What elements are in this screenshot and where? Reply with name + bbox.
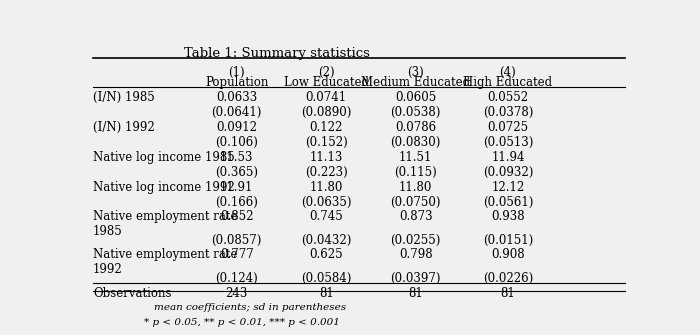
Text: (0.0432): (0.0432) xyxy=(301,234,351,247)
Text: 0.0741: 0.0741 xyxy=(306,91,346,104)
Text: (0.0255): (0.0255) xyxy=(391,234,441,247)
Text: (I/N) 1992: (I/N) 1992 xyxy=(93,121,155,134)
Text: 12.12: 12.12 xyxy=(491,181,524,194)
Text: 0.0725: 0.0725 xyxy=(487,121,528,134)
Text: High Educated: High Educated xyxy=(463,76,552,89)
Text: 11.53: 11.53 xyxy=(220,151,253,164)
Text: 0.0552: 0.0552 xyxy=(487,91,528,104)
Text: 0.0786: 0.0786 xyxy=(395,121,436,134)
Text: Native employment rate
1985: Native employment rate 1985 xyxy=(93,210,237,238)
Text: 11.80: 11.80 xyxy=(399,181,433,194)
Text: 243: 243 xyxy=(225,287,248,300)
Text: 0.0633: 0.0633 xyxy=(216,91,258,104)
Text: (0.106): (0.106) xyxy=(216,136,258,149)
Text: * p < 0.05, ** p < 0.01, *** p < 0.001: * p < 0.05, ** p < 0.01, *** p < 0.001 xyxy=(144,318,340,327)
Text: 0.745: 0.745 xyxy=(309,210,343,223)
Text: Table 1: Summary statistics: Table 1: Summary statistics xyxy=(184,47,370,60)
Text: (0.0932): (0.0932) xyxy=(483,166,533,179)
Text: (0.0635): (0.0635) xyxy=(301,196,351,209)
Text: 0.0912: 0.0912 xyxy=(216,121,257,134)
Text: (0.0857): (0.0857) xyxy=(211,234,262,247)
Text: (0.0890): (0.0890) xyxy=(301,106,351,119)
Text: (0.365): (0.365) xyxy=(215,166,258,179)
Text: Native log income 1985: Native log income 1985 xyxy=(93,151,234,164)
Text: 0.873: 0.873 xyxy=(399,210,433,223)
Text: 81: 81 xyxy=(318,287,334,300)
Text: (0.152): (0.152) xyxy=(304,136,348,149)
Text: 0.852: 0.852 xyxy=(220,210,253,223)
Text: (0.223): (0.223) xyxy=(304,166,348,179)
Text: (0.124): (0.124) xyxy=(216,272,258,285)
Text: (0.0151): (0.0151) xyxy=(483,234,533,247)
Text: Native log income 1992: Native log income 1992 xyxy=(93,181,234,194)
Text: 0.0605: 0.0605 xyxy=(395,91,436,104)
Text: 0.938: 0.938 xyxy=(491,210,525,223)
Text: 11.80: 11.80 xyxy=(309,181,343,194)
Text: (0.115): (0.115) xyxy=(394,166,437,179)
Text: Population: Population xyxy=(205,76,268,89)
Text: 81: 81 xyxy=(408,287,423,300)
Text: 0.908: 0.908 xyxy=(491,248,525,261)
Text: (0.0561): (0.0561) xyxy=(483,196,533,209)
Text: Medium Educated: Medium Educated xyxy=(361,76,470,89)
Text: 81: 81 xyxy=(500,287,515,300)
Text: (0.0584): (0.0584) xyxy=(301,272,351,285)
Text: 0.122: 0.122 xyxy=(309,121,343,134)
Text: 11.94: 11.94 xyxy=(491,151,525,164)
Text: (2): (2) xyxy=(318,66,335,79)
Text: (I/N) 1985: (I/N) 1985 xyxy=(93,91,155,104)
Text: Native employment rate
1992: Native employment rate 1992 xyxy=(93,248,237,276)
Text: 0.625: 0.625 xyxy=(309,248,343,261)
Text: (0.0378): (0.0378) xyxy=(483,106,533,119)
Text: (0.166): (0.166) xyxy=(216,196,258,209)
Text: (0.0830): (0.0830) xyxy=(391,136,441,149)
Text: Observations: Observations xyxy=(93,287,172,300)
Text: (4): (4) xyxy=(500,66,517,79)
Text: 11.51: 11.51 xyxy=(399,151,433,164)
Text: (1): (1) xyxy=(228,66,245,79)
Text: (0.0226): (0.0226) xyxy=(483,272,533,285)
Text: 11.13: 11.13 xyxy=(309,151,343,164)
Text: mean coefficients; sd in parentheses: mean coefficients; sd in parentheses xyxy=(154,303,346,312)
Text: Low Educated: Low Educated xyxy=(284,76,369,89)
Text: (0.0513): (0.0513) xyxy=(483,136,533,149)
Text: (0.0641): (0.0641) xyxy=(211,106,262,119)
Text: (0.0538): (0.0538) xyxy=(391,106,441,119)
Text: (0.0397): (0.0397) xyxy=(391,272,441,285)
Text: 0.798: 0.798 xyxy=(399,248,433,261)
Text: (0.0750): (0.0750) xyxy=(391,196,441,209)
Text: 11.91: 11.91 xyxy=(220,181,253,194)
Text: 0.777: 0.777 xyxy=(220,248,253,261)
Text: (3): (3) xyxy=(407,66,424,79)
